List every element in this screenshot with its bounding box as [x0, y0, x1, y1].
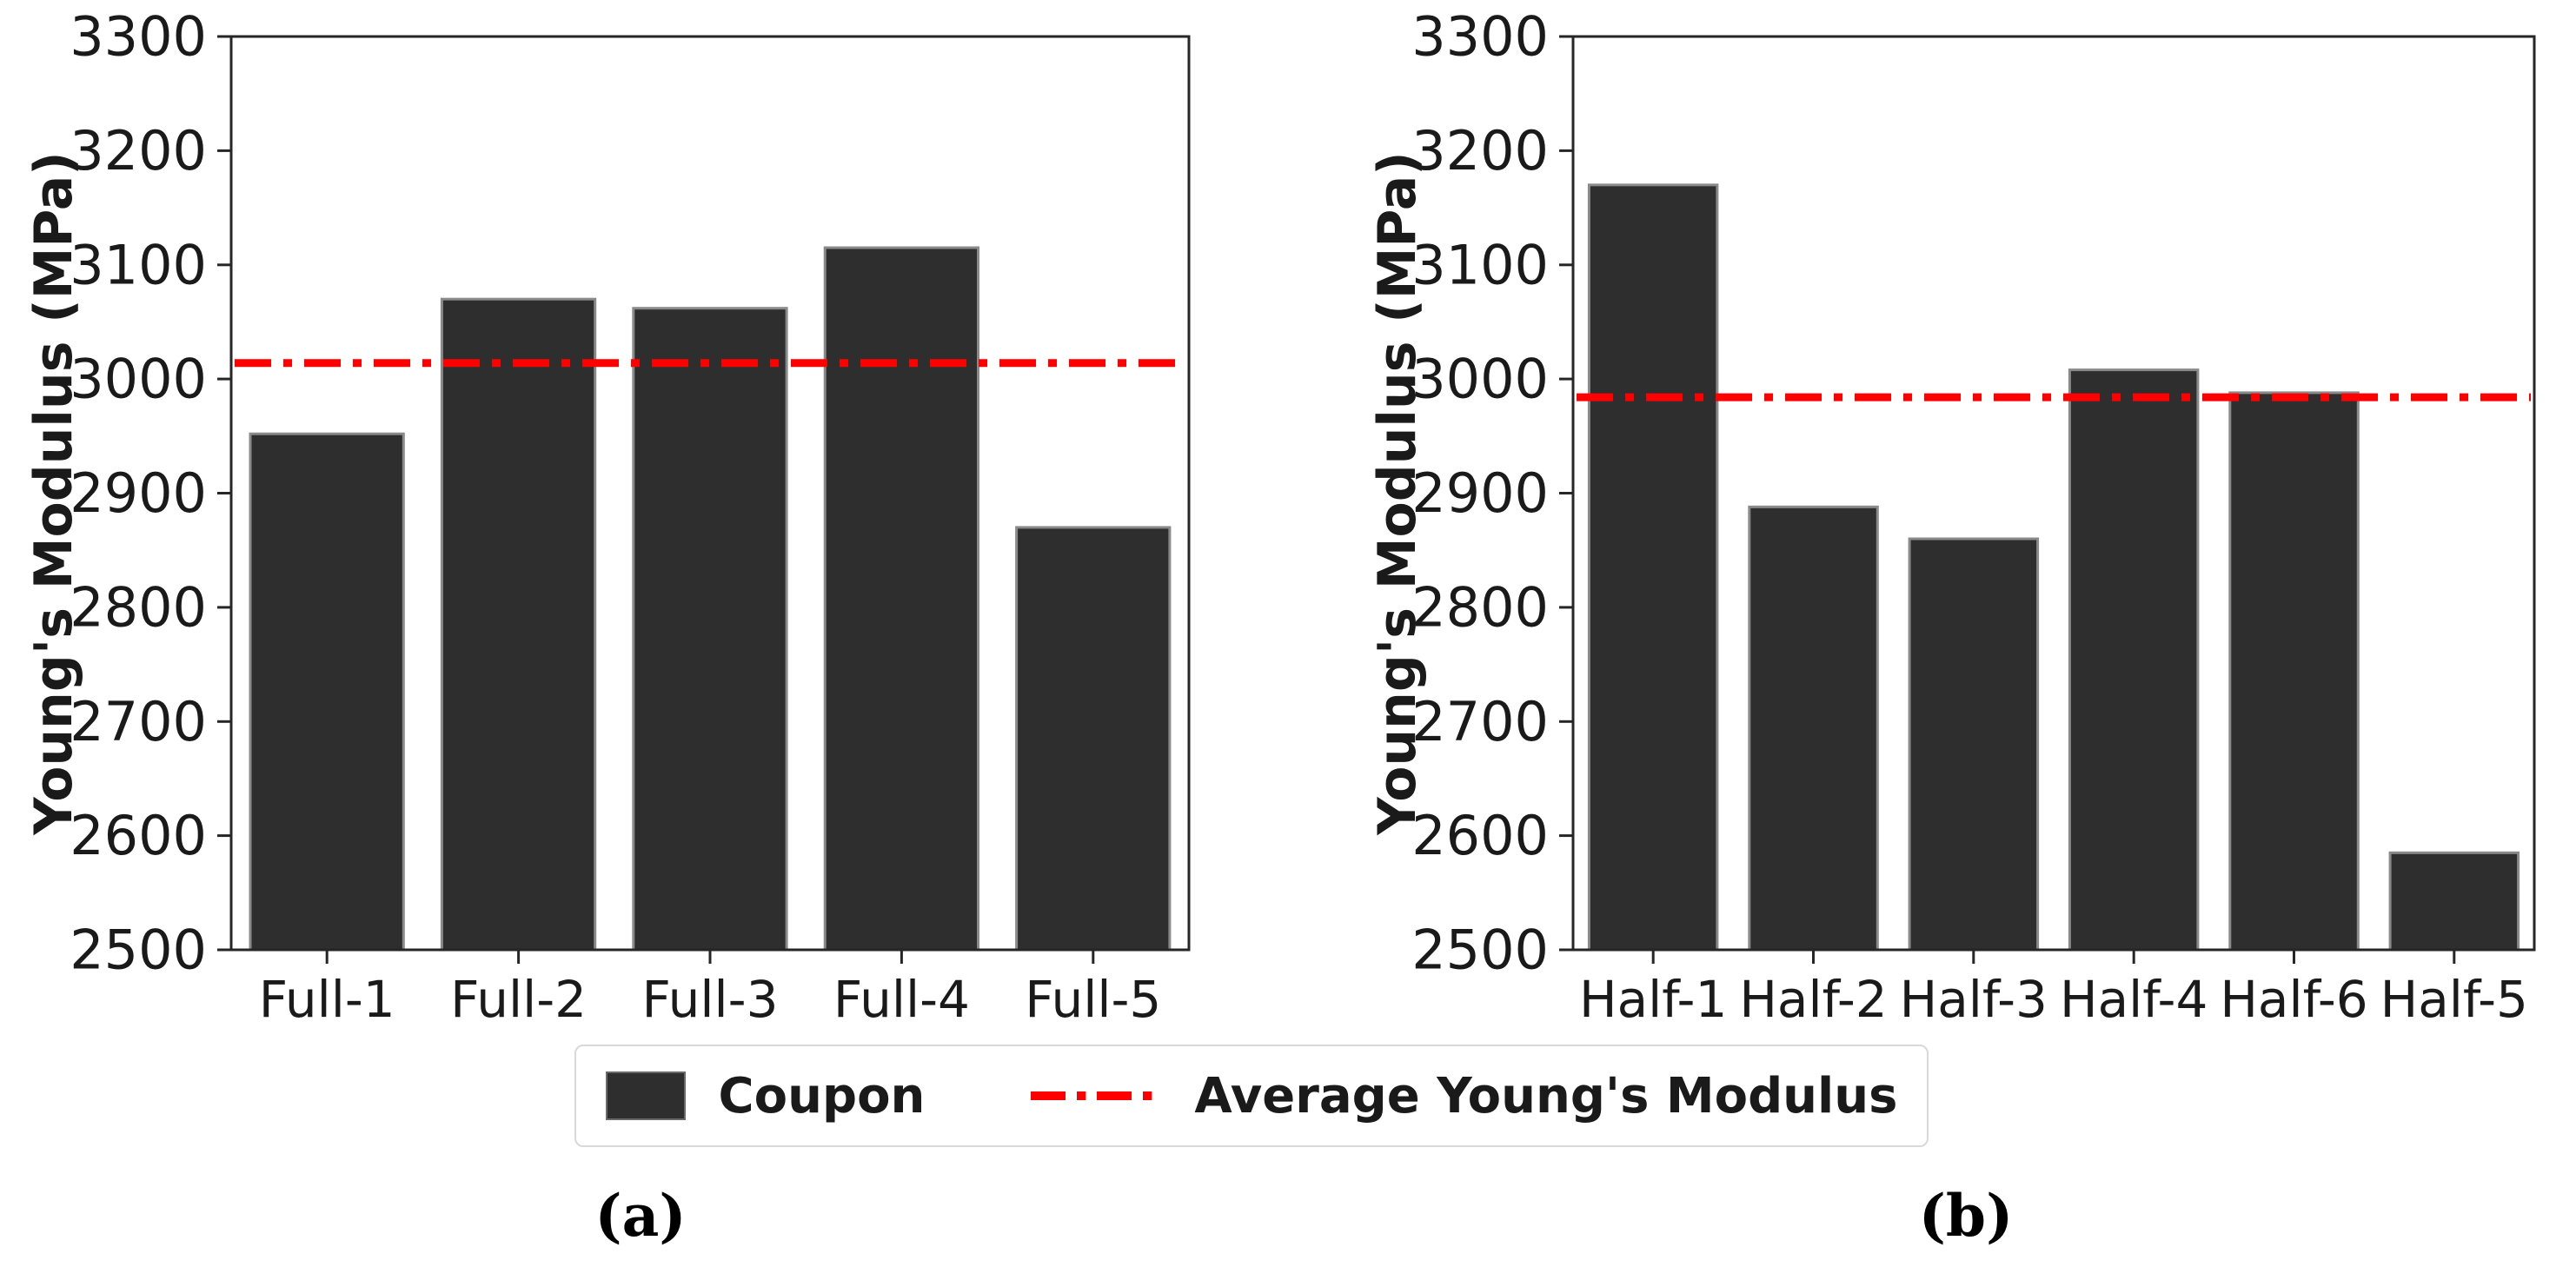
x-tick-label: Half-4 — [2060, 970, 2208, 1029]
bar-Full-1 — [249, 432, 405, 952]
x-tick-label: Half-6 — [2220, 970, 2367, 1029]
y-tick-label: 2900 — [70, 461, 207, 525]
bar-chart-a: 2500 2600 2700 2800 2900 3000 3100 3200 3300 Full… — [23, 5, 1191, 1029]
y-tick-label: 2500 — [1411, 919, 1549, 982]
x-tick-label: Full-3 — [641, 970, 778, 1029]
bar-Half-2 — [1748, 505, 1879, 952]
legend: Coupon Average Young's Modulus — [574, 1045, 1929, 1147]
caption-b: (b) — [1918, 1182, 2014, 1250]
y-tick-label: 2800 — [70, 575, 207, 639]
y-tick-label: 2500 — [70, 919, 207, 982]
legend-item-coupon: Coupon — [605, 1067, 926, 1124]
bar-Half-4 — [2068, 368, 2200, 952]
y-tick-label: 2600 — [1411, 804, 1549, 867]
y-tick-label: 3000 — [1411, 348, 1549, 411]
y-tick-label: 3100 — [1411, 233, 1549, 296]
bar-Full-2 — [440, 297, 597, 952]
bar-Full-3 — [632, 307, 788, 952]
y-tick-label: 3200 — [70, 119, 207, 182]
x-tick-label: Full-5 — [1025, 970, 1161, 1029]
bar-Half-6 — [2228, 391, 2360, 952]
caption-a: (a) — [594, 1182, 687, 1250]
bar-Half-5 — [2388, 851, 2520, 952]
x-tick-label: Full-2 — [450, 970, 587, 1029]
x-tick-label: Half-2 — [1739, 970, 1887, 1029]
bar-Half-1 — [1587, 183, 1719, 952]
y-axis-label: Young's Modulus (MPa) — [1367, 151, 1428, 835]
coupon-swatch-icon — [605, 1071, 686, 1120]
bar-Half-3 — [1908, 537, 2040, 952]
x-tick-label: Half-1 — [1579, 970, 1727, 1029]
y-tick-label: 2700 — [70, 690, 207, 753]
x-tick-label: Full-1 — [259, 970, 395, 1029]
y-tick-label: 3100 — [70, 233, 207, 296]
y-tick-label: 3300 — [70, 5, 207, 69]
y-tick-label: 3300 — [1411, 5, 1549, 69]
legend-item-average: Average Young's Modulus — [1029, 1068, 1897, 1124]
y-tick-label: 2600 — [70, 804, 207, 867]
bar-chart-b: 2500 2600 2700 2800 2900 3000 3100 3200 3300 Half… — [1367, 5, 2536, 1029]
legend-label-coupon: Coupon — [718, 1067, 926, 1124]
y-tick-label: 2700 — [1411, 690, 1549, 753]
bar-Full-4 — [823, 246, 980, 952]
bar-Full-5 — [1015, 526, 1172, 952]
x-tick-label: Half-5 — [2380, 970, 2528, 1029]
y-tick-label: 3200 — [1411, 119, 1549, 182]
y-tick-label: 2900 — [1411, 461, 1549, 525]
dash-dot-line-icon — [1031, 1091, 1160, 1100]
y-tick-label: 3000 — [70, 348, 207, 411]
y-tick-label: 2800 — [1411, 575, 1549, 639]
legend-label-average: Average Young's Modulus — [1194, 1067, 1898, 1124]
y-axis-label: Young's Modulus (MPa) — [23, 151, 84, 835]
x-tick-label: Full-4 — [833, 970, 970, 1029]
x-tick-label: Half-3 — [1900, 970, 2048, 1029]
